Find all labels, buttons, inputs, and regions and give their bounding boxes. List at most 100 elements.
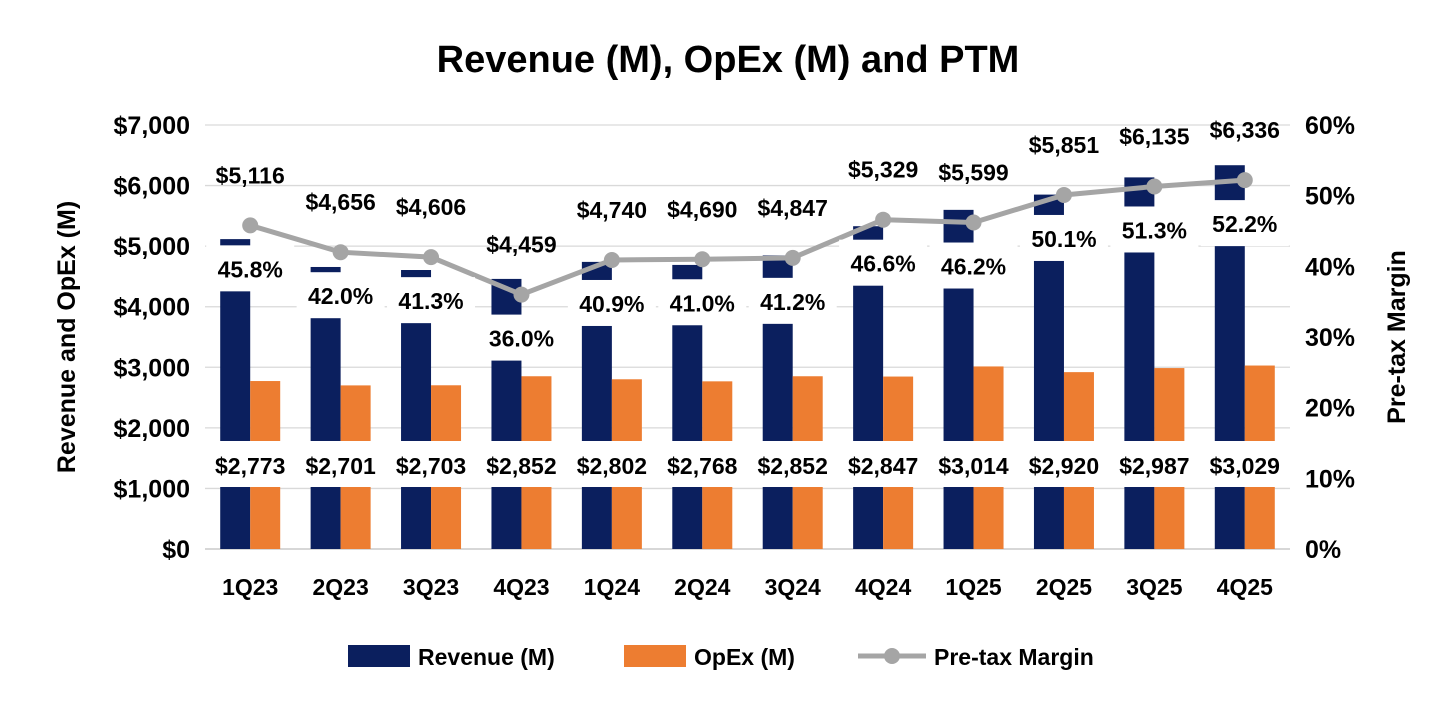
margin-data-label: 50.1% — [1031, 226, 1096, 252]
label-bg — [477, 314, 566, 361]
opex-data-label: $2,802 — [577, 453, 647, 479]
label-bg — [567, 279, 656, 326]
y-tick-label: $7,000 — [114, 112, 190, 140]
label-bg — [839, 441, 928, 487]
legend-margin-label: Pre-tax Margin — [934, 644, 1094, 670]
revenue-data-label: $4,459 — [486, 232, 556, 258]
y2-tick-label: 60% — [1305, 112, 1355, 140]
y2-tick-label: 40% — [1305, 253, 1355, 281]
label-bg — [839, 239, 928, 286]
y2-axis-label: Pre-tax Margin — [1383, 250, 1411, 424]
revenue-data-label: $4,606 — [396, 194, 466, 220]
opex-data-label: $2,768 — [667, 453, 738, 479]
label-bg — [296, 272, 385, 319]
label-bg — [387, 277, 476, 324]
opex-data-label: $3,029 — [1210, 453, 1280, 479]
x-tick-label: 1Q23 — [222, 574, 278, 600]
margin-data-label: 42.0% — [308, 283, 373, 309]
y-tick-label: $2,000 — [114, 415, 190, 443]
opex-data-label: $2,847 — [848, 453, 918, 479]
y2-tick-label: 50% — [1305, 183, 1355, 211]
x-tick-label: 1Q25 — [945, 574, 1001, 600]
label-bg — [296, 441, 385, 487]
y-tick-label: $3,000 — [114, 354, 190, 382]
label-bg — [1110, 441, 1199, 487]
label-bg — [567, 441, 656, 487]
revenue-data-label: $5,599 — [938, 160, 1008, 186]
opex-data-label: $2,852 — [758, 453, 828, 479]
margin-data-label: 40.9% — [579, 291, 644, 317]
margin-data-label: 45.8% — [218, 256, 283, 282]
label-bg — [206, 245, 295, 292]
y-axis-label: Revenue and OpEx (M) — [53, 201, 81, 473]
opex-data-label: $2,701 — [305, 453, 376, 479]
y-tick-label: $5,000 — [114, 233, 190, 261]
margin-point — [694, 251, 711, 268]
label-bg — [206, 441, 295, 487]
opex-data-label: $2,773 — [215, 453, 285, 479]
legend-margin-marker — [884, 648, 900, 664]
revenue-data-label: $6,336 — [1210, 117, 1280, 143]
x-tick-label: 4Q24 — [855, 574, 911, 600]
y2-tick-label: 20% — [1305, 395, 1355, 423]
y2-tick-label: 0% — [1305, 536, 1341, 564]
margin-point — [965, 214, 982, 231]
opex-data-label: $2,987 — [1119, 453, 1189, 479]
label-bg — [387, 441, 476, 487]
revenue-data-label: $4,656 — [305, 189, 375, 215]
revenue-data-label: $5,329 — [848, 157, 918, 183]
y2-tick-label: 10% — [1305, 465, 1355, 493]
label-bg — [477, 441, 566, 487]
margin-data-label: 36.0% — [489, 326, 554, 352]
legend-revenue-swatch — [348, 645, 410, 667]
revenue-data-label: $4,690 — [667, 196, 737, 222]
x-tick-label: 3Q25 — [1126, 574, 1182, 600]
y-tick-label: $0 — [162, 536, 190, 564]
x-tick-label: 3Q24 — [765, 574, 821, 600]
margin-data-label: 46.2% — [941, 254, 1006, 280]
margin-data-label: 41.0% — [670, 290, 735, 316]
label-bg — [658, 279, 747, 326]
label-bg — [658, 441, 747, 487]
opex-data-label: $2,852 — [486, 453, 556, 479]
margin-point — [875, 211, 892, 228]
y-tick-label: $4,000 — [114, 294, 190, 322]
x-tick-label: 2Q24 — [674, 574, 730, 600]
label-bg — [1019, 214, 1108, 261]
legend-revenue-label: Revenue (M) — [418, 644, 555, 670]
margin-point — [242, 217, 259, 234]
opex-data-label: $2,920 — [1029, 453, 1099, 479]
legend-opex-label: OpEx (M) — [694, 644, 795, 670]
opex-data-label: $3,014 — [938, 453, 1009, 479]
x-tick-label: 2Q23 — [312, 574, 368, 600]
revenue-data-label: $6,135 — [1119, 123, 1190, 149]
margin-point — [513, 286, 530, 303]
margin-line — [249, 177, 1245, 298]
margin-point — [1236, 172, 1253, 189]
opex-data-label: $2,703 — [396, 453, 466, 479]
y-tick-label: $1,000 — [114, 475, 190, 503]
label-bg — [1110, 206, 1199, 253]
margin-data-label: 41.2% — [760, 289, 825, 315]
label-bg — [748, 277, 837, 324]
revenue-data-label: $4,847 — [758, 195, 828, 221]
margin-point — [784, 249, 801, 266]
label-bg — [1019, 441, 1108, 487]
x-tick-label: 2Q25 — [1036, 574, 1092, 600]
legend: Revenue (M) OpEx (M) Pre-tax Margin — [348, 644, 1094, 670]
margin-data-label: 41.3% — [398, 288, 463, 314]
label-bg — [748, 441, 837, 487]
label-bg — [1200, 441, 1289, 487]
x-tick-label: 4Q25 — [1217, 574, 1273, 600]
label-bg — [1200, 200, 1289, 247]
margin-point — [1055, 186, 1072, 203]
revenue-data-label: $4,740 — [577, 197, 647, 223]
margin-data-label: 46.6% — [851, 251, 916, 277]
x-tick-label: 4Q23 — [493, 574, 549, 600]
margin-point — [423, 249, 440, 266]
label-bg — [929, 242, 1018, 289]
revenue-data-label: $5,851 — [1029, 132, 1100, 158]
margin-point — [1146, 178, 1163, 195]
x-tick-label: 3Q23 — [403, 574, 459, 600]
